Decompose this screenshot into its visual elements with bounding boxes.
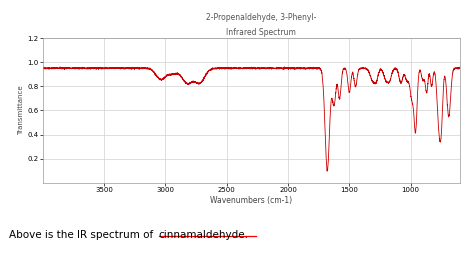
Text: cinnamaldehyde.: cinnamaldehyde.	[159, 230, 249, 240]
X-axis label: Wavenumbers (cm-1): Wavenumbers (cm-1)	[210, 196, 292, 205]
Text: 2-Propenaldehyde, 3-Phenyl-: 2-Propenaldehyde, 3-Phenyl-	[206, 13, 316, 22]
Y-axis label: Transmittance: Transmittance	[18, 86, 25, 135]
Text: Above is the IR spectrum of: Above is the IR spectrum of	[9, 230, 157, 240]
Text: Infrared Spectrum: Infrared Spectrum	[226, 28, 296, 37]
